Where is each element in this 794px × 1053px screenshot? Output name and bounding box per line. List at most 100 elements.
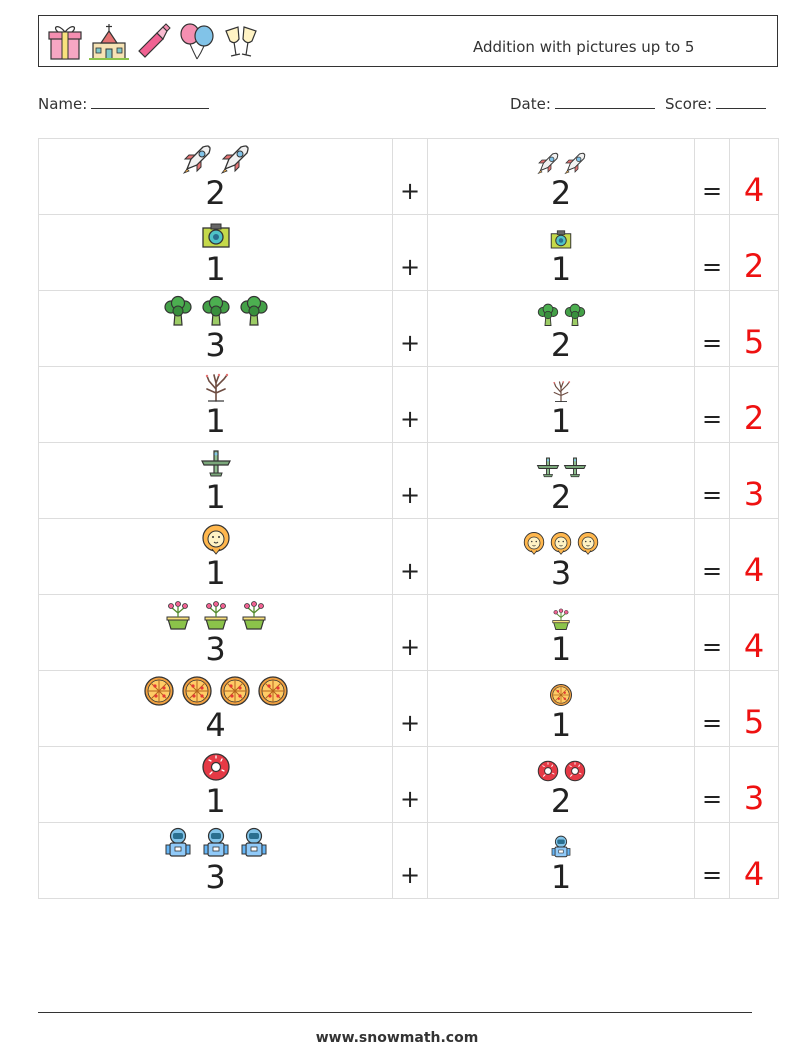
astronaut-icon <box>549 835 573 863</box>
astronaut-icon <box>200 827 232 863</box>
page-title: Addition with pictures up to 5 <box>473 38 695 56</box>
addend-a-cell: 1 <box>38 518 393 595</box>
picture-group <box>39 295 392 331</box>
plus-cell: + <box>392 366 428 443</box>
plus-cell: + <box>392 670 428 747</box>
lion-icon <box>576 531 600 559</box>
picture-group <box>428 679 694 711</box>
camera-icon <box>549 227 573 255</box>
equals-cell: = <box>694 290 730 367</box>
picture-group <box>39 676 392 711</box>
champagne-bottle-icon <box>133 20 173 62</box>
date-label: Date: <box>510 95 551 113</box>
plus-cell: + <box>392 746 428 823</box>
table-row: 1 +2 = 3 <box>38 746 779 823</box>
header-icons <box>45 20 261 62</box>
table-row: 2 +2 = 4 <box>38 138 779 215</box>
camera-icon <box>200 219 232 255</box>
plus-sign: + <box>399 785 421 813</box>
bare-tree-icon <box>549 379 573 407</box>
addend-a: 3 <box>205 858 226 896</box>
answer: 4 <box>743 855 765 893</box>
table-row: 3 +1 = 4 <box>38 822 779 899</box>
addend-b: 1 <box>550 630 572 668</box>
picture-group <box>428 831 694 863</box>
gift-icon <box>45 20 85 62</box>
plus-cell: + <box>392 290 428 367</box>
addend-a-cell: 1 <box>38 442 393 519</box>
bare-tree-icon <box>200 371 232 407</box>
plus-cell: + <box>392 822 428 899</box>
addend-a-cell: 4 <box>38 670 393 747</box>
answer-cell: 3 <box>729 746 779 823</box>
equals-cell: = <box>694 594 730 671</box>
worksheet-header: Addition with pictures up to 5 <box>38 15 778 67</box>
airplane-icon <box>536 455 560 483</box>
equals-sign: = <box>701 177 723 205</box>
pizza-icon <box>219 675 251 711</box>
balloons-icon <box>177 20 217 62</box>
addend-a-cell: 3 <box>38 290 393 367</box>
champagne-glasses-icon <box>221 20 261 62</box>
picture-group <box>428 147 694 179</box>
addend-b-cell: 1 <box>427 594 695 671</box>
pizza-icon <box>181 675 213 711</box>
airplane-icon <box>563 455 587 483</box>
name-blank[interactable] <box>91 94 210 109</box>
addend-a: 2 <box>205 174 226 212</box>
answer: 4 <box>743 627 765 665</box>
table-row: 1 +2 = 3 <box>38 442 779 519</box>
answer-cell: 4 <box>729 822 779 899</box>
equals-cell: = <box>694 518 730 595</box>
addend-b-cell: 3 <box>427 518 695 595</box>
broccoli-icon <box>563 303 587 331</box>
addend-b-cell: 2 <box>427 442 695 519</box>
addend-a-cell: 3 <box>38 594 393 671</box>
equals-cell: = <box>694 746 730 823</box>
equals-cell: = <box>694 670 730 747</box>
equals-sign: = <box>701 329 723 357</box>
picture-group <box>39 753 392 787</box>
flower-pot-icon <box>200 599 232 635</box>
picture-group <box>39 145 392 179</box>
addend-a-cell: 3 <box>38 822 393 899</box>
table-row: 1 +1 = 2 <box>38 214 779 291</box>
score-blank[interactable] <box>716 94 767 109</box>
addend-b-cell: 1 <box>427 366 695 443</box>
answer-cell: 2 <box>729 214 779 291</box>
plus-cell: + <box>392 594 428 671</box>
addend-b: 1 <box>550 250 572 288</box>
name-label: Name: <box>38 95 88 113</box>
equals-sign: = <box>701 633 723 661</box>
picture-group <box>428 603 694 635</box>
table-row: 4 +1 = 5 <box>38 670 779 747</box>
broccoli-icon <box>162 295 194 331</box>
date-blank[interactable] <box>554 94 655 109</box>
addend-a: 1 <box>205 478 226 516</box>
equals-sign: = <box>701 481 723 509</box>
answer: 4 <box>743 171 765 209</box>
picture-group <box>428 527 694 559</box>
picture-group <box>39 223 392 255</box>
picture-group <box>39 524 392 559</box>
table-row: 1 +1 = 2 <box>38 366 779 443</box>
addend-a-cell: 1 <box>38 366 393 443</box>
rocket-icon <box>563 151 587 179</box>
addend-b-cell: 2 <box>427 138 695 215</box>
plus-sign: + <box>399 709 421 737</box>
name-field: Name: <box>38 94 210 113</box>
addend-a-cell: 1 <box>38 214 393 291</box>
footer-divider <box>38 1012 752 1013</box>
table-row: 1 +3 = 4 <box>38 518 779 595</box>
answer: 3 <box>743 475 765 513</box>
equals-cell: = <box>694 822 730 899</box>
score-label: Score: <box>665 95 713 113</box>
addend-b: 2 <box>550 174 572 212</box>
broccoli-icon <box>238 295 270 331</box>
donut-icon <box>563 759 587 787</box>
addend-b: 3 <box>550 554 572 592</box>
addend-b: 2 <box>550 326 572 364</box>
answer-cell: 4 <box>729 594 779 671</box>
equals-sign: = <box>701 405 723 433</box>
pizza-icon <box>549 683 573 711</box>
